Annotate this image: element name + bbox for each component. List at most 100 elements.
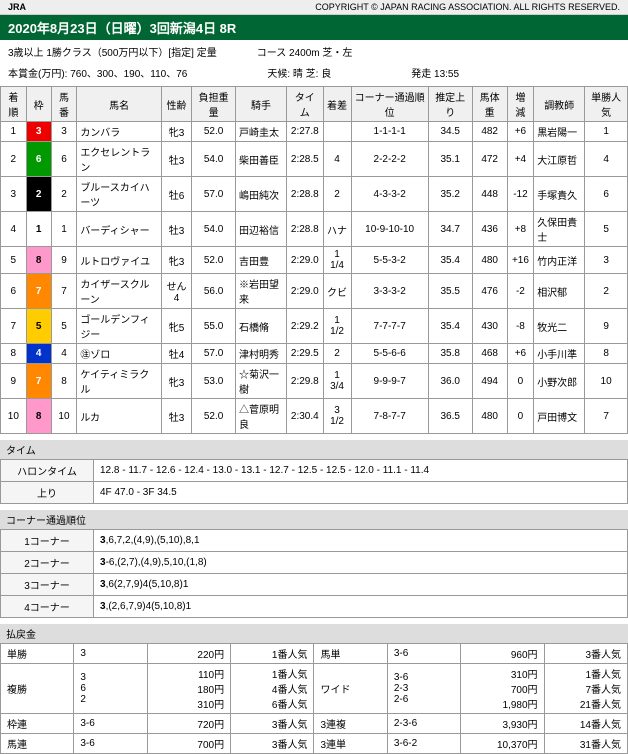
table-row: 589ルトロヴァイユ牝352.0吉田豊2:29.01 1/45-5-3-235.…: [1, 247, 628, 274]
cell: 1: [26, 212, 51, 247]
race-course: コース 2400m 芝・左: [257, 44, 353, 59]
cell: 大江原哲: [534, 142, 585, 177]
cell: 430: [472, 309, 507, 344]
cell: 牝3: [161, 122, 191, 142]
cell: 2: [585, 274, 628, 309]
cell: 6: [51, 142, 77, 177]
corner-label: 1コーナー: [1, 530, 94, 552]
cell: ハナ: [323, 212, 351, 247]
jra-logo: JRA: [8, 2, 26, 12]
table-row: 844㊟ゾロ牡457.0津村明秀2:29.525-5-6-635.8468+6小…: [1, 344, 628, 364]
cell: 牡3: [161, 142, 191, 177]
agari-value: 4F 47.0 - 3F 34.5: [94, 482, 628, 504]
cell: 5: [51, 309, 77, 344]
cell: 戸崎圭太: [236, 122, 287, 142]
cell: 3: [585, 247, 628, 274]
pay-type: 複勝: [1, 664, 74, 714]
cell: -8: [507, 309, 534, 344]
cell: 5-5-6-6: [351, 344, 428, 364]
cell: 2: [1, 142, 27, 177]
cell: 2-2-2-2: [351, 142, 428, 177]
cell: 8: [26, 247, 51, 274]
pay-type: 単勝: [1, 644, 74, 664]
table-row: 266エクセレントラン牡354.0柴田善臣2:28.542-2-2-235.14…: [1, 142, 628, 177]
corner-value: 3,(2,6,7,9)4(5,10,8)1: [94, 596, 628, 618]
pay-yen: 700円: [147, 734, 230, 754]
race-start: 発走 13:55: [411, 65, 459, 80]
cell: 牡3: [161, 212, 191, 247]
col-header: 推定上り: [428, 87, 472, 122]
cell: 牝3: [161, 364, 191, 399]
cell: 3-3-3-2: [351, 274, 428, 309]
race-prize: 本賞金(万円): 760、300、190、110、76: [8, 65, 187, 80]
col-header: 性齢: [161, 87, 191, 122]
table-row: 978ケイティミラクル牝353.0☆菊沢一樹2:29.81 3/49-9-9-7…: [1, 364, 628, 399]
cell: 牡3: [161, 399, 191, 434]
lap-label: ハロンタイム: [1, 460, 94, 482]
cell: 2: [51, 177, 77, 212]
cell: せん4: [161, 274, 191, 309]
cell: 2: [323, 177, 351, 212]
cell: 9: [585, 309, 628, 344]
cell: 2: [26, 177, 51, 212]
cell: 7-8-7-7: [351, 399, 428, 434]
pay-combo: 3-6: [74, 714, 147, 734]
cell: 57.0: [192, 177, 236, 212]
pay-type: 3連複: [314, 714, 387, 734]
corner-label: 3コーナー: [1, 574, 94, 596]
cell: 1: [585, 122, 628, 142]
cell: 7: [26, 364, 51, 399]
cell: 2:29.5: [287, 344, 324, 364]
cell: 52.0: [192, 122, 236, 142]
cell: 10: [1, 399, 27, 434]
cell: 35.1: [428, 142, 472, 177]
cell: 35.4: [428, 309, 472, 344]
col-header: 調教師: [534, 87, 585, 122]
cell: 53.0: [192, 364, 236, 399]
cell: 0: [507, 364, 534, 399]
cell: 手塚貴久: [534, 177, 585, 212]
cell: 7: [1, 309, 27, 344]
cell: 52.0: [192, 399, 236, 434]
cell: エクセレントラン: [77, 142, 162, 177]
cell: 480: [472, 399, 507, 434]
cell: 482: [472, 122, 507, 142]
cell: 5: [26, 309, 51, 344]
cell: 10-9-10-10: [351, 212, 428, 247]
cell: 1 3/4: [323, 364, 351, 399]
cell: 石橋脩: [236, 309, 287, 344]
cell: 2:27.8: [287, 122, 324, 142]
cell: 436: [472, 212, 507, 247]
payout-table: 単勝3220円1番人気馬単3-6960円3番人気複勝3 6 2110円 180円…: [0, 643, 628, 754]
cell: クビ: [323, 274, 351, 309]
cell: 戸田博文: [534, 399, 585, 434]
race-cond: 3歳以上 1勝クラス（500万円以下）[指定] 定量: [8, 44, 217, 59]
pay-pop: 1番人気 4番人気 6番人気: [231, 664, 314, 714]
cell: 35.4: [428, 247, 472, 274]
cell: 7: [51, 274, 77, 309]
cell: カンバラ: [77, 122, 162, 142]
col-header: 増減: [507, 87, 534, 122]
cell: 4: [1, 212, 27, 247]
corner-label: 2コーナー: [1, 552, 94, 574]
cell: 牡4: [161, 344, 191, 364]
cell: 2:28.5: [287, 142, 324, 177]
cell: 2:28.8: [287, 177, 324, 212]
cell: 4: [585, 142, 628, 177]
corner-value: 3,6,7,2,(4,9),(5,10),8,1: [94, 530, 628, 552]
cell: 8: [1, 344, 27, 364]
cell: 嶋田純次: [236, 177, 287, 212]
cell: 津村明秀: [236, 344, 287, 364]
col-header: 着差: [323, 87, 351, 122]
cell: 0: [507, 399, 534, 434]
cell: 35.5: [428, 274, 472, 309]
cell: 7-7-7-7: [351, 309, 428, 344]
cell: ルカ: [77, 399, 162, 434]
cell: 6: [1, 274, 27, 309]
cell: 5: [585, 212, 628, 247]
cell: 1: [51, 212, 77, 247]
pay-type: 枠連: [1, 714, 74, 734]
pay-yen: 720円: [147, 714, 230, 734]
header: JRA COPYRIGHT © JAPAN RACING ASSOCIATION…: [0, 0, 628, 15]
cell: 36.0: [428, 364, 472, 399]
